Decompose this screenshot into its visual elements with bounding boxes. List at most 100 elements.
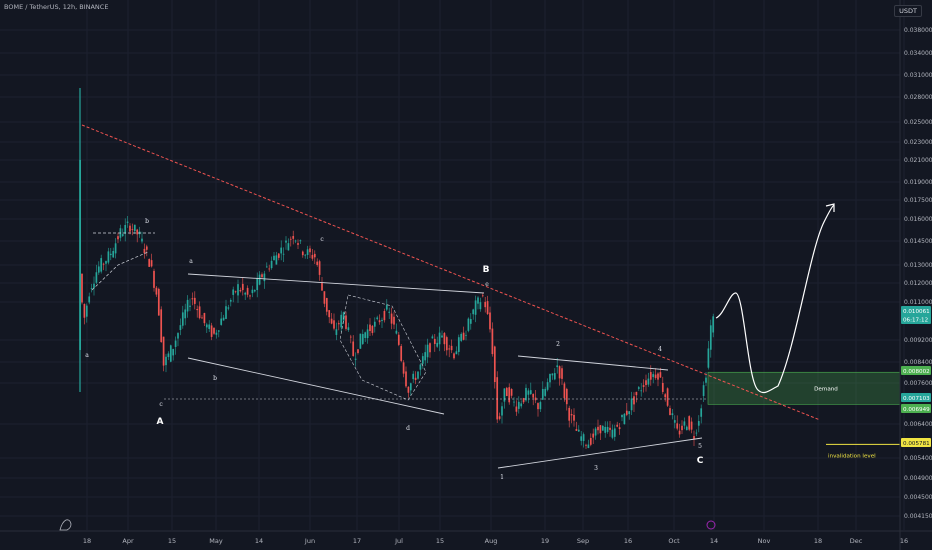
candle-body [148, 259, 151, 267]
price-tag-value: 0.005781 [903, 441, 930, 447]
candle-body [232, 289, 235, 295]
x-tick-label: 16 [624, 537, 632, 545]
candle-body [366, 329, 369, 339]
candle-body [352, 341, 355, 356]
candle-body [688, 416, 691, 430]
candle-body [172, 348, 175, 356]
candle-body [378, 320, 381, 323]
x-tick-label: 16 [900, 537, 908, 545]
y-tick-label: 0.034000 [904, 50, 932, 57]
candle-body [561, 368, 563, 379]
candle-body [661, 382, 664, 392]
x-tick-label: 17 [353, 537, 361, 545]
candle-body [551, 373, 554, 376]
symbol-header[interactable]: BOME / TetherUS, 12h, BINANCE [4, 3, 109, 11]
candle-body [633, 396, 635, 405]
candle-body [457, 337, 460, 352]
candle-body [426, 344, 429, 358]
candle-body [88, 296, 91, 303]
candle-body [198, 306, 201, 319]
candle-body [361, 334, 364, 344]
candle-body [179, 325, 182, 330]
candle-body [652, 374, 655, 378]
candle-body [481, 295, 484, 297]
x-tick-label: Apr [122, 537, 134, 545]
candle-body [510, 389, 513, 396]
wave-a-dashed-line [91, 251, 149, 291]
candle-body [354, 358, 357, 360]
candle-body [537, 403, 539, 410]
candle-body [328, 310, 331, 318]
candle-body [227, 307, 230, 309]
currency-unit-button[interactable]: USDT [894, 5, 922, 17]
candle-body [681, 425, 683, 431]
price-axis[interactable]: 0.038000 0.034000 0.031000 0.028000 0.025000… [899, 0, 932, 550]
y-tick-label: 0.038000 [904, 27, 932, 34]
candle-body [261, 274, 263, 278]
candle-body [388, 311, 391, 313]
candle-body [323, 291, 326, 304]
candle-body [613, 428, 616, 437]
candle-body [532, 393, 535, 398]
candles [79, 88, 715, 450]
candle-body [469, 319, 472, 324]
candle-body [695, 432, 698, 434]
candle-body [654, 374, 657, 378]
candle-body [609, 427, 611, 430]
candle-body [666, 388, 669, 406]
wave-label-impulse: 3 [594, 465, 598, 472]
candle-body [241, 283, 244, 291]
candle-body [150, 260, 153, 267]
x-tick-label: Jun [304, 537, 315, 545]
candle-body [270, 260, 273, 269]
time-axis[interactable]: 18 Apr 15 May 14 Jun 17 Jul 15 Aug 19 Sep 16 Oct 14 Nov… [0, 530, 932, 545]
candle-body [453, 353, 455, 359]
candle-body [664, 394, 667, 398]
candle-body [345, 315, 347, 329]
candle-body [690, 421, 693, 430]
wave-label-major: A [157, 417, 164, 427]
x-tick-label: 15 [168, 537, 176, 545]
candle-body [364, 332, 367, 339]
y-tick-label: 0.009200 [904, 337, 932, 344]
candle-body [287, 243, 290, 251]
candle-body [585, 444, 587, 446]
candle-body [645, 380, 647, 386]
projected-path [715, 204, 835, 394]
candle-body [196, 309, 199, 311]
candle-body [601, 425, 604, 431]
x-tick-label: May [209, 537, 223, 545]
candle-body [431, 336, 434, 339]
candle-body [637, 387, 640, 389]
candle-body [433, 338, 436, 344]
wave-label-minor: a [189, 258, 193, 265]
candle-body [213, 327, 215, 334]
candle-body [577, 429, 580, 432]
price-tag-countdown: 06:17:12 [903, 318, 928, 324]
candle-body [429, 343, 431, 353]
wave-label-impulse: 5 [698, 443, 702, 450]
candle-body [546, 382, 549, 390]
candle-body [133, 224, 136, 232]
y-tick-label: 0.006400 [904, 421, 932, 428]
candle-body [162, 336, 165, 366]
candle-body [253, 289, 256, 292]
candle-body [249, 295, 251, 297]
projected-arrowhead [825, 203, 835, 212]
candle-body [229, 300, 232, 302]
candle-body [330, 318, 333, 324]
candle-body [472, 309, 475, 315]
candle-body [522, 398, 525, 403]
wave-label-minor: e [485, 281, 489, 288]
candle-body [712, 316, 715, 333]
demand-label: Demand [814, 386, 838, 392]
candle-body [294, 240, 297, 242]
candle-body [81, 273, 83, 303]
candle-body [83, 304, 86, 318]
candle-body [517, 401, 520, 409]
price-tag-value: 0.008002 [903, 369, 930, 375]
candle-body [191, 298, 194, 300]
candle-body [316, 261, 319, 265]
candle-body [647, 378, 650, 385]
